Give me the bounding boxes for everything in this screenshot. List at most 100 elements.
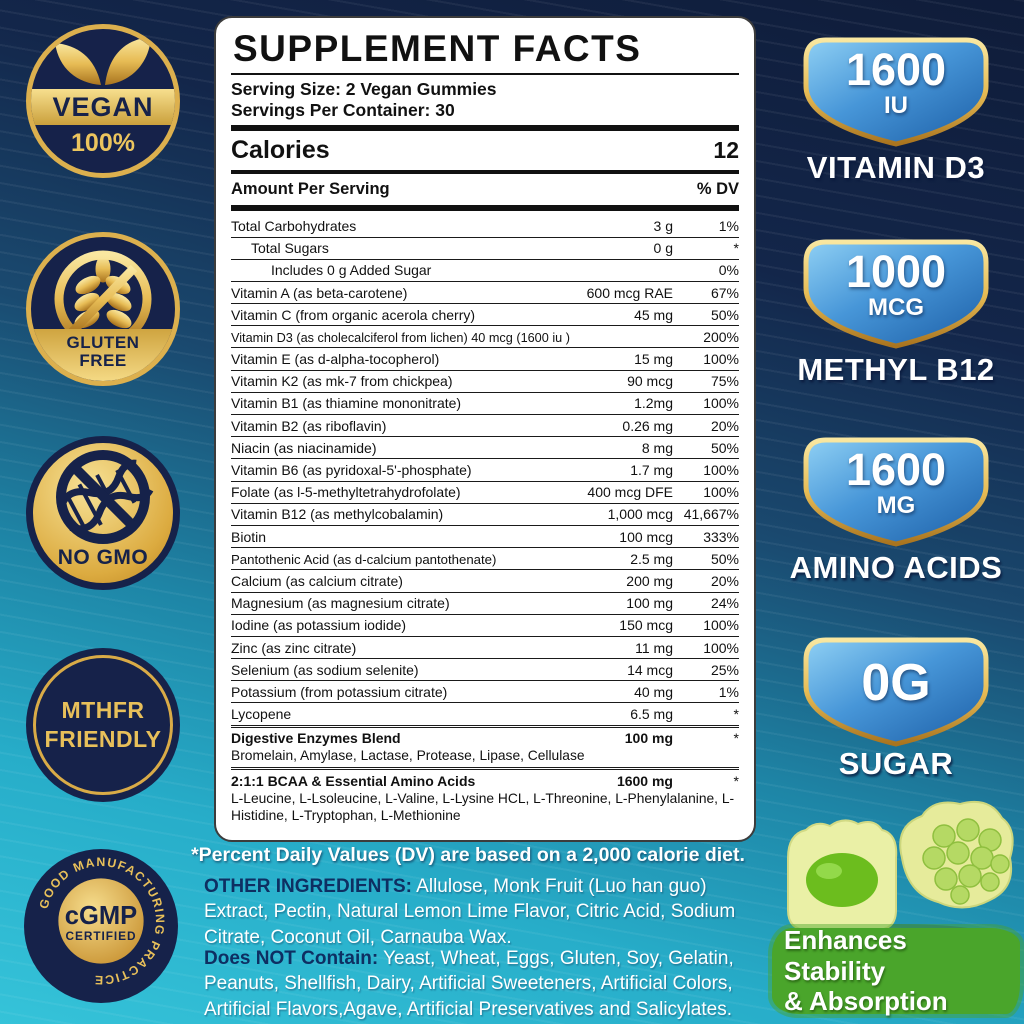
nutrient-amount: 1600 mg	[616, 772, 673, 789]
calories-value: 12	[713, 137, 739, 164]
nutrient-name: Vitamin A (as beta-carotene)	[231, 284, 408, 301]
row-line: Vitamin B12 (as methylcobalamin) 1,000 m…	[231, 506, 739, 522]
badge-mthfr: MTHFR FRIENDLY	[26, 648, 180, 802]
nutrient-name: Includes 0 g Added Sugar	[271, 262, 432, 279]
nutrient-dv: 100%	[703, 484, 739, 501]
divider	[231, 72, 739, 76]
nutrient-row: Biotin 100 mcg 333%	[231, 526, 739, 549]
nutrient-sub: Bromelain, Amylase, Lactase, Protease, L…	[231, 748, 585, 764]
banner-line2: & Absorption	[784, 986, 948, 1017]
badge-methyl-b12: 1000 MCG	[790, 230, 1002, 356]
divider	[231, 205, 739, 212]
gluten-line1: GLUTEN	[66, 333, 140, 353]
does-not-contain-label: Does NOT Contain:	[204, 948, 379, 969]
nutrient-amount: 1,000 mcg	[607, 506, 673, 523]
row-line: Selenium (as sodium selenite) 14 mcg 25%	[231, 662, 739, 678]
nutrient-dv: *	[733, 772, 739, 789]
nutrient-dv: 20%	[710, 417, 739, 434]
nutrient-row: Pantothenic Acid (as d-calcium pantothen…	[231, 548, 739, 571]
nutrient-name: Calcium (as calcium citrate)	[231, 572, 403, 589]
shield-text: 1600 IU	[790, 28, 1002, 154]
nutrient-rows: Total Carbohydrates 3 g 1% Total Sugars …	[231, 215, 739, 826]
b12-value: 1000	[845, 245, 947, 297]
row-line: Vitamin B2 (as riboflavin) 0.26 mg 20%	[231, 418, 739, 434]
row-line: Includes 0 g Added Sugar 0%	[231, 262, 739, 278]
nutrient-dv: 50%	[710, 306, 739, 323]
shield-text: 1600 MG	[790, 428, 1002, 554]
nutrient-dv: 333%	[703, 528, 739, 545]
nutrient-row: Calcium (as calcium citrate) 200 mg 20%	[231, 570, 739, 593]
nutrient-name: Vitamin B2 (as riboflavin)	[231, 417, 387, 434]
nutrient-amount: 6.5 mg	[630, 706, 673, 723]
serving-size: Serving Size: 2 Vegan Gummies	[231, 79, 497, 100]
vegan-label: VEGAN	[52, 91, 154, 122]
row-line: Calcium (as calcium citrate) 200 mg 20%	[231, 573, 739, 589]
row-line: Vitamin E (as d-alpha-tocopherol) 15 mg …	[231, 351, 739, 367]
nutrient-name: Vitamin B12 (as methylcobalamin)	[231, 506, 444, 523]
nutrient-row: Vitamin E (as d-alpha-tocopherol) 15 mg …	[231, 348, 739, 371]
d3-unit: IU	[884, 91, 908, 119]
supplement-facts-panel: SUPPLEMENT FACTS Serving Size: 2 Vegan G…	[214, 16, 756, 842]
cgmp-label: cGMP	[65, 902, 137, 930]
row-line: Potassium (from potassium citrate) 40 mg…	[231, 684, 739, 700]
nutrient-amount: 600 mcg RAE	[586, 284, 673, 301]
cgmp-seal-icon: GOOD MANUFACTURING PRACTICE cGMP CERTIFI…	[36, 855, 165, 987]
nutrient-row: Vitamin B1 (as thiamine mononitrate) 1.2…	[231, 393, 739, 416]
other-ingredients-text: Allulose, Monk Fruit (Luo han guo) Extra…	[204, 876, 736, 948]
nutrient-amount: 45 mg	[634, 306, 673, 323]
nutrient-amount: 100 mcg	[619, 528, 673, 545]
row-line: Zinc (as zinc citrate) 11 mg 100%	[231, 640, 739, 656]
nutrient-dv: 20%	[710, 572, 739, 589]
nutrient-dv: 75%	[710, 373, 739, 390]
divider	[231, 170, 739, 175]
nutrient-dv: 1%	[718, 683, 739, 700]
gummy-front	[787, 819, 898, 931]
shield-icon	[803, 37, 989, 147]
nutrient-name: Niacin (as niacinamide)	[231, 439, 377, 456]
nutrient-dv: 25%	[710, 661, 739, 678]
mthfr-label: MTHFR FRIENDLY	[26, 648, 180, 802]
leaves-icon	[55, 37, 151, 85]
nutrient-row: Iodine (as potassium iodide) 150 mcg 100…	[231, 615, 739, 637]
row-line: 2:1:1 BCAA & Essential Amino Acids 1600 …	[231, 773, 739, 789]
nutrient-amount: 2.5 mg	[630, 550, 673, 567]
nutrient-amount: 100 mg	[624, 730, 673, 747]
nutrient-amount: 0 g	[653, 240, 673, 257]
nutrient-row: Total Carbohydrates 3 g 1%	[231, 215, 739, 238]
gluten-gold-band	[31, 329, 175, 381]
gummies-image	[787, 800, 1014, 948]
dv-footnote: *Percent Daily Values (DV) are based on …	[191, 844, 745, 866]
nutrient-amount: 8 mg	[641, 439, 673, 456]
row-line: Total Sugars 0 g *	[231, 240, 739, 256]
badge-vitamin-d3: 1600 IU	[790, 28, 1002, 154]
nutrient-row: Total Sugars 0 g *	[231, 238, 739, 260]
shield-icon	[803, 437, 989, 547]
gluten-free-label: GLUTEN FREE	[31, 334, 175, 370]
nutrient-name: Potassium (from potassium citrate)	[231, 683, 448, 700]
nutrient-row: Niacin (as niacinamide) 8 mg 50%	[231, 437, 739, 460]
shield-text: 1000 MCG	[790, 230, 1002, 356]
amino-unit: MG	[876, 491, 916, 519]
nutrient-name: Folate (as l-5-methyltetrahydrofolate)	[231, 484, 461, 501]
nutrient-amount: 0.26 mg	[622, 417, 673, 434]
nutrient-name: 2:1:1 BCAA & Essential Amino Acids	[231, 772, 476, 789]
nutrient-name: Total Carbohydrates	[231, 217, 357, 234]
nutrient-amount: 11 mg	[635, 639, 673, 656]
badge-amino-acids: 1600 MG	[790, 428, 1002, 554]
nutrient-amount: 400 mcg DFE	[587, 484, 673, 501]
calories-row: Calories 12	[231, 135, 739, 166]
b12-unit: MCG	[868, 293, 924, 321]
column-headers: Amount Per Serving % DV	[231, 178, 739, 201]
nutrient-name: Vitamin D3 (as cholecalciferol from lich…	[231, 330, 570, 345]
nutrient-row: Magnesium (as magnesium citrate) 100 mg …	[231, 593, 739, 615]
nutrient-amount: 15 mg	[634, 351, 673, 368]
nutrient-amount: 1.7 mg	[630, 462, 673, 478]
nutrient-dv: 100%	[703, 639, 739, 656]
dna-no-symbol-icon	[56, 450, 154, 544]
nutrient-amount: 90 mcg	[627, 373, 673, 390]
row-line: Pantothenic Acid (as d-calcium pantothen…	[231, 551, 739, 567]
sugar-value: 0G	[861, 654, 931, 712]
nutrient-amount: 40 mg	[634, 683, 673, 700]
other-ingredients-label: OTHER INGREDIENTS:	[204, 876, 412, 897]
nutrient-name: Selenium (as sodium selenite)	[231, 661, 419, 678]
